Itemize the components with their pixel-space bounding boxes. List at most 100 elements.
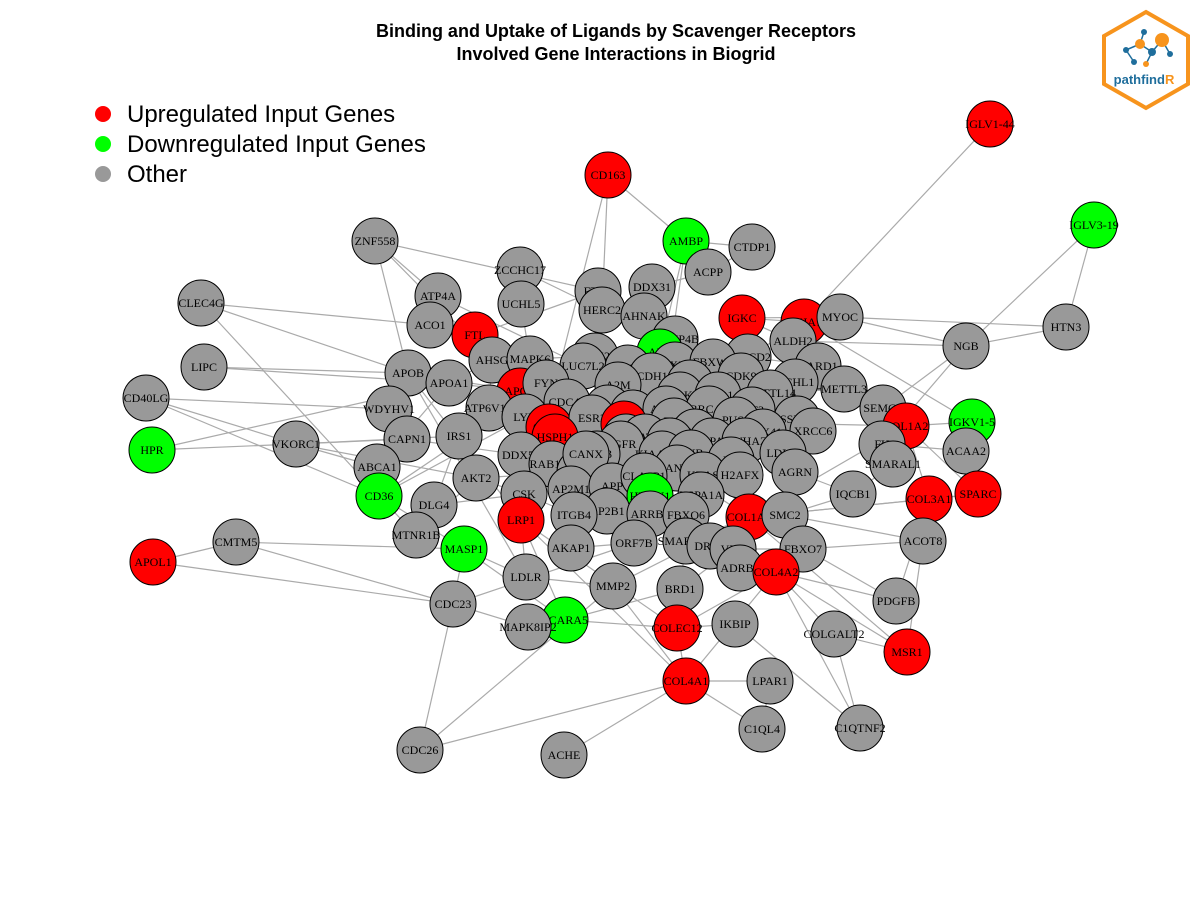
node-acpp[interactable]: ACPP [684, 248, 732, 296]
node-circle-hpr[interactable] [128, 426, 176, 474]
node-ache[interactable]: ACHE [540, 731, 588, 779]
node-masp1[interactable]: MASP1 [440, 525, 488, 573]
node-acot8[interactable]: ACOT8 [899, 517, 947, 565]
node-iqcb1[interactable]: IQCB1 [829, 470, 877, 518]
node-circle-ctdp1[interactable] [728, 223, 776, 271]
node-adrb2[interactable]: ADRB2 [716, 544, 764, 592]
node-circle-cmtm5[interactable] [212, 518, 260, 566]
node-mettl3[interactable]: METTL3 [820, 365, 868, 413]
node-col3a1[interactable]: COL3A1 [905, 475, 953, 523]
node-igkc[interactable]: IGKC [718, 294, 766, 342]
node-circle-irs1[interactable] [435, 412, 483, 460]
node-ahsg[interactable]: AHSG [468, 336, 516, 384]
node-circle-capn1[interactable] [383, 415, 431, 463]
node-circle-clec4g[interactable] [177, 279, 225, 327]
node-circle-mmp2[interactable] [589, 562, 637, 610]
node-c1ql4[interactable]: C1QL4 [738, 705, 786, 753]
node-circle-akt2[interactable] [452, 454, 500, 502]
node-zcchc17[interactable]: ZCCHC17 [494, 246, 546, 294]
node-cd163[interactable]: CD163 [584, 151, 632, 199]
node-circle-apoa1[interactable] [425, 359, 473, 407]
node-h2afx[interactable]: H2AFX [716, 451, 764, 499]
node-circle-uchl5[interactable] [497, 280, 545, 328]
node-irs1[interactable]: IRS1 [435, 412, 483, 460]
node-circle-sparc[interactable] [954, 470, 1002, 518]
node-colec12[interactable]: COLEC12 [651, 604, 703, 652]
node-canx[interactable]: CANX [562, 430, 610, 478]
node-pdgfb[interactable]: PDGFB [872, 577, 920, 625]
node-znf558[interactable]: ZNF558 [351, 217, 399, 265]
node-circle-ldlr[interactable] [502, 553, 550, 601]
node-circle-lrp1[interactable] [497, 496, 545, 544]
node-vkorc1[interactable]: VKORC1 [272, 420, 320, 468]
node-cdc23[interactable]: CDC23 [429, 580, 477, 628]
node-circle-orf7b[interactable] [610, 519, 658, 567]
node-circle-cdc23[interactable] [429, 580, 477, 628]
node-hpr[interactable]: HPR [128, 426, 176, 474]
node-akt2[interactable]: AKT2 [452, 454, 500, 502]
node-circle-colec12[interactable] [653, 604, 701, 652]
node-colgalt2[interactable]: COLGALT2 [804, 610, 865, 658]
node-igkv1-5[interactable]: IGKV1-5 [948, 398, 996, 446]
node-col4a1[interactable]: COL4A1 [662, 657, 710, 705]
node-iglv3-19[interactable]: IGLV3-19 [1069, 201, 1119, 249]
node-lpar1[interactable]: LPAR1 [746, 657, 794, 705]
node-circle-msr1[interactable] [883, 628, 931, 676]
node-ldlr[interactable]: LDLR [502, 553, 550, 601]
node-circle-masp1[interactable] [440, 525, 488, 573]
node-circle-ache[interactable] [540, 731, 588, 779]
node-circle-cdc26[interactable] [396, 726, 444, 774]
node-circle-ikbip[interactable] [711, 600, 759, 648]
node-circle-mapk8ip2[interactable] [504, 603, 552, 651]
node-orf7b[interactable]: ORF7B [610, 519, 658, 567]
node-circle-aco1[interactable] [406, 301, 454, 349]
node-ctdp1[interactable]: CTDP1 [728, 223, 776, 271]
node-lrp1[interactable]: LRP1 [497, 496, 545, 544]
node-mapk8ip2[interactable]: MAPK8IP2 [499, 603, 557, 651]
node-brd1[interactable]: BRD1 [656, 565, 704, 613]
node-cmtm5[interactable]: CMTM5 [212, 518, 260, 566]
node-circle-mtnr1b[interactable] [392, 511, 440, 559]
node-circle-c1qtnf2[interactable] [836, 704, 884, 752]
node-mtnr1b[interactable]: MTNR1B [392, 511, 441, 559]
node-akap1[interactable]: AKAP1 [547, 524, 595, 572]
node-circle-c1ql4[interactable] [738, 705, 786, 753]
node-circle-htn3[interactable] [1042, 303, 1090, 351]
node-cd36[interactable]: CD36 [355, 472, 403, 520]
node-circle-ngb[interactable] [942, 322, 990, 370]
node-circle-iqcb1[interactable] [829, 470, 877, 518]
node-circle-iglv1-44[interactable] [966, 100, 1014, 148]
node-circle-mettl3[interactable] [820, 365, 868, 413]
node-ngb[interactable]: NGB [942, 322, 990, 370]
node-apol1[interactable]: APOL1 [129, 538, 177, 586]
node-circle-akap1[interactable] [547, 524, 595, 572]
node-col4a2[interactable]: COL4A2 [752, 548, 800, 596]
node-ikbip[interactable]: IKBIP [711, 600, 759, 648]
node-circle-acpp[interactable] [684, 248, 732, 296]
node-apoa1[interactable]: APOA1 [425, 359, 473, 407]
node-circle-cd163[interactable] [584, 151, 632, 199]
node-circle-myoc[interactable] [816, 293, 864, 341]
node-iglv1-44[interactable]: IGLV1-44 [965, 100, 1015, 148]
node-sparc[interactable]: SPARC [954, 470, 1002, 518]
node-aco1[interactable]: ACO1 [406, 301, 454, 349]
node-acaa2[interactable]: ACAA2 [942, 427, 990, 475]
node-circle-iglv3-19[interactable] [1070, 201, 1118, 249]
node-uchl5[interactable]: UCHL5 [497, 280, 545, 328]
node-clec4g[interactable]: CLEC4G [177, 279, 225, 327]
node-circle-cd36[interactable] [355, 472, 403, 520]
node-lipc[interactable]: LIPC [180, 343, 228, 391]
node-circle-acot8[interactable] [899, 517, 947, 565]
node-smaral1[interactable]: SMARAL1 [865, 440, 921, 488]
node-mmp2[interactable]: MMP2 [589, 562, 637, 610]
node-agrn[interactable]: AGRN [771, 448, 819, 496]
node-atp6v1a[interactable]: ATP6V1A [464, 384, 515, 432]
node-circle-colgalt2[interactable] [810, 610, 858, 658]
node-circle-pdgfb[interactable] [872, 577, 920, 625]
node-cdc26[interactable]: CDC26 [396, 726, 444, 774]
node-circle-apol1[interactable] [129, 538, 177, 586]
node-circle-cd40lg[interactable] [122, 374, 170, 422]
node-circle-col4a2[interactable] [752, 548, 800, 596]
node-luc7l2[interactable]: LUC7L2 [559, 342, 607, 390]
node-cd40lg[interactable]: CD40LG [122, 374, 170, 422]
